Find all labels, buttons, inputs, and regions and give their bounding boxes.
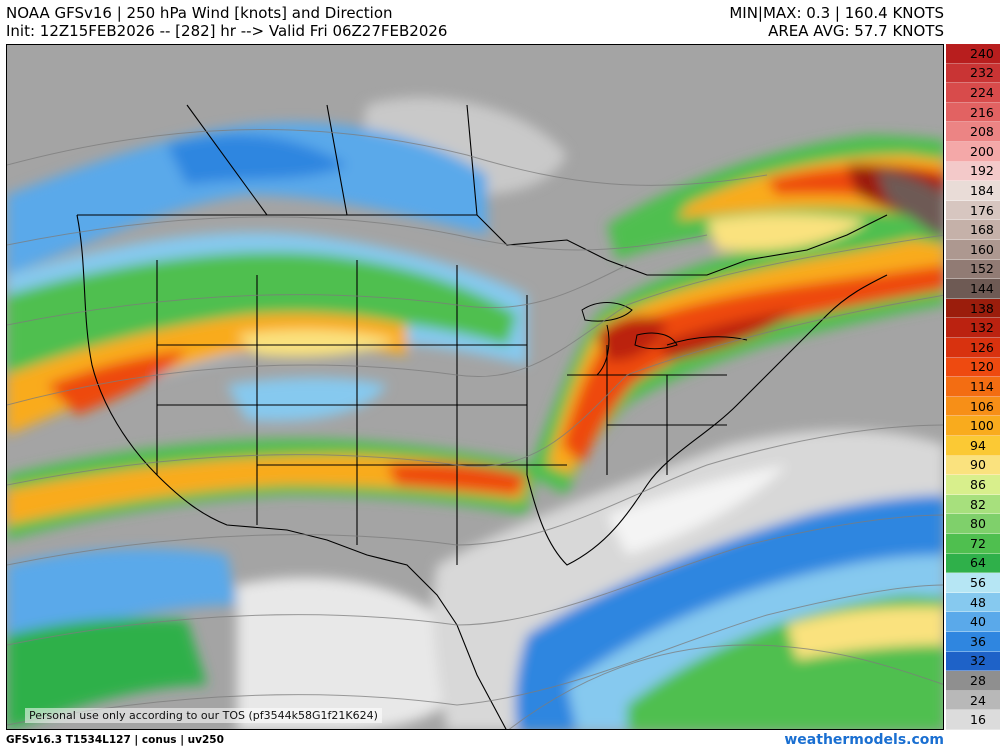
- legend-label: 126: [970, 339, 994, 355]
- wind-map: Personal use only according to our TOS (…: [6, 44, 944, 730]
- legend-level-28: 28: [946, 671, 1000, 691]
- legend-level-168: 168: [946, 220, 1000, 240]
- legend-label: 72: [970, 535, 986, 551]
- legend-label: 224: [970, 84, 994, 100]
- legend-label: 192: [970, 163, 994, 179]
- header-left: NOAA GFSv16 | 250 hPa Wind [knots] and D…: [6, 4, 447, 40]
- legend-label: 64: [970, 555, 986, 571]
- great-lakes: [581, 302, 748, 376]
- legend-level-176: 176: [946, 200, 1000, 221]
- legend-level-80: 80: [946, 514, 1000, 534]
- legend-label: 138: [970, 300, 994, 316]
- legend-level-216: 216: [946, 102, 1000, 123]
- legend-level-36: 36: [946, 632, 1000, 652]
- legend-label: 100: [970, 418, 994, 434]
- legend-level-152: 152: [946, 259, 1000, 280]
- political-borders: [76, 104, 888, 729]
- legend-level-16: 16: [946, 710, 1000, 730]
- legend-label: 24: [970, 692, 986, 708]
- legend-level-160: 160: [946, 240, 1000, 260]
- legend-level-48: 48: [946, 592, 1000, 613]
- legend-label: 184: [970, 182, 994, 198]
- legend-label: 240: [970, 45, 994, 61]
- header-right: MIN|MAX: 0.3 | 160.4 KNOTS AREA AVG: 57.…: [729, 4, 944, 40]
- wind-field-map: [7, 45, 943, 729]
- legend-label: 208: [970, 124, 994, 140]
- chart-title: NOAA GFSv16 | 250 hPa Wind [knots] and D…: [6, 4, 393, 22]
- legend-level-120: 120: [946, 357, 1000, 378]
- legend-level-32: 32: [946, 651, 1000, 672]
- legend-level-72: 72: [946, 534, 1000, 554]
- legend-level-126: 126: [946, 338, 1000, 358]
- legend-level-64: 64: [946, 553, 1000, 574]
- legend-label: 48: [970, 594, 986, 610]
- legend-label: 132: [970, 320, 994, 336]
- legend-label: 82: [970, 496, 986, 512]
- legend-label: 86: [970, 476, 986, 492]
- init-valid-time: Init: 12Z15FEB2026 -- [282] hr --> Valid…: [6, 22, 448, 40]
- legend-label: 160: [970, 241, 994, 257]
- wind-streamlines: [7, 129, 943, 729]
- legend-label: 56: [970, 574, 986, 590]
- legend-level-138: 138: [946, 298, 1000, 319]
- legend-label: 176: [970, 202, 994, 218]
- legend-level-24: 24: [946, 690, 1000, 711]
- legend-level-56: 56: [946, 573, 1000, 593]
- color-legend: 240 232 224 216 208 200 192 184 176 168 160 152 144 1…: [946, 44, 1000, 730]
- legend-label: 232: [970, 65, 994, 81]
- legend-level-240: 240: [946, 44, 1000, 64]
- legend-label: 90: [970, 457, 986, 473]
- legend-label: 200: [970, 143, 994, 159]
- gulf-east-coast: [526, 274, 888, 566]
- legend-label: 32: [970, 653, 986, 669]
- area-average-readout: AREA AVG: 57.7 KNOTS: [768, 22, 944, 40]
- legend-level-40: 40: [946, 612, 1000, 632]
- legend-label: 216: [970, 104, 994, 120]
- min-max-readout: MIN|MAX: 0.3 | 160.4 KNOTS: [729, 4, 944, 22]
- legend-label: 144: [970, 280, 994, 296]
- legend-level-114: 114: [946, 377, 1000, 397]
- legend-label: 16: [970, 712, 986, 728]
- legend-label: 80: [970, 516, 986, 532]
- legend-label: 28: [970, 672, 986, 688]
- site-link[interactable]: weathermodels.com: [784, 732, 944, 748]
- model-info: GFSv16.3 T1534L127 | conus | uv250: [6, 734, 224, 746]
- legend-level-94: 94: [946, 436, 1000, 456]
- legend-level-184: 184: [946, 181, 1000, 201]
- legend-label: 40: [970, 614, 986, 630]
- west-coast-mexico-border: [76, 214, 507, 729]
- legend-level-100: 100: [946, 416, 1000, 436]
- legend-label: 114: [970, 378, 994, 394]
- legend-label: 168: [970, 222, 994, 238]
- legend-level-90: 90: [946, 455, 1000, 476]
- legend-level-82: 82: [946, 494, 1000, 515]
- legend-label: 36: [970, 633, 986, 649]
- legend-label: 120: [970, 359, 994, 375]
- legend-level-106: 106: [946, 396, 1000, 417]
- legend-label: 94: [970, 437, 986, 453]
- legend-label: 152: [970, 261, 994, 277]
- legend-level-144: 144: [946, 279, 1000, 299]
- legend-level-208: 208: [946, 122, 1000, 142]
- legend-level-132: 132: [946, 318, 1000, 338]
- legend-level-200: 200: [946, 142, 1000, 162]
- legend-level-86: 86: [946, 475, 1000, 495]
- us-canada-border: [77, 214, 888, 276]
- tos-notice: Personal use only according to our TOS (…: [25, 708, 382, 723]
- legend-level-224: 224: [946, 83, 1000, 103]
- legend-level-232: 232: [946, 63, 1000, 84]
- legend-label: 106: [970, 398, 994, 414]
- legend-level-192: 192: [946, 161, 1000, 182]
